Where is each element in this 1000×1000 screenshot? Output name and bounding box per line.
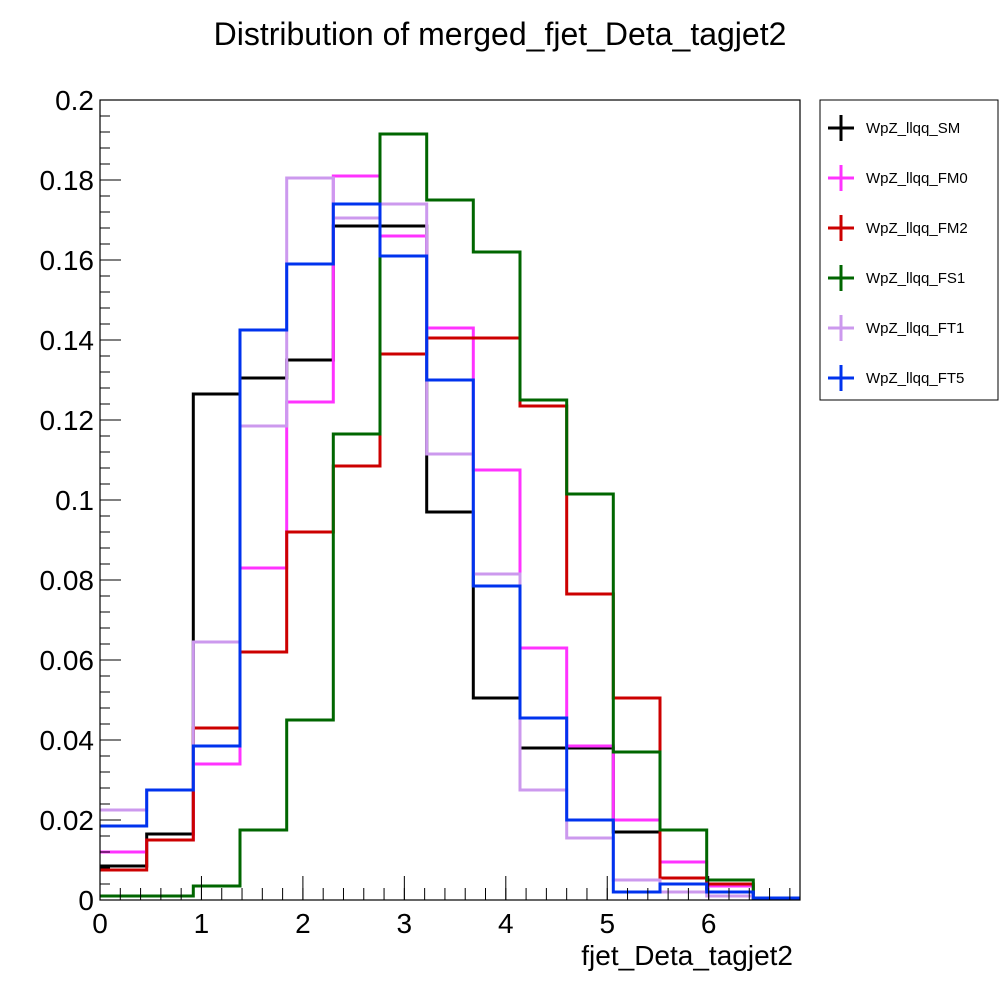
legend: WpZ_llqq_SM WpZ_llqq_FM0 WpZ_llqq_FM2 WpZ_l…	[819, 99, 999, 401]
y-tick-label: 0.06	[40, 645, 95, 676]
chart-title: Distribution of merged_fjet_Deta_tagjet2	[214, 16, 787, 52]
series-layer	[100, 132, 800, 900]
x-tick-label: 5	[599, 908, 615, 939]
y-tick-label: 0.04	[40, 725, 95, 756]
x-tick-label: 1	[194, 908, 210, 939]
y-tick-label: 0.12	[40, 405, 95, 436]
y-tick-label: 0.2	[55, 85, 94, 116]
legend-label: WpZ_llqq_FS1	[866, 270, 965, 287]
x-tick-label: 2	[295, 908, 311, 939]
legend-box	[819, 99, 999, 401]
y-tick-label: 0.18	[40, 165, 95, 196]
y-tick-label: 0.14	[40, 325, 95, 356]
x-tick-label: 0	[92, 908, 108, 939]
series-2-line	[100, 174, 800, 900]
legend-label: WpZ_llqq_FM0	[866, 170, 968, 187]
series-5-line	[100, 176, 800, 900]
series-3-line	[100, 336, 800, 900]
axis-ticks: 0 0.02 0.04 0.06 0.08 0.1 0.12 0.14 0.16 0.18 0.2 0…	[40, 85, 791, 939]
y-tick-label: 0	[78, 885, 94, 916]
legend-label: WpZ_llqq_SM	[866, 120, 960, 137]
legend-label: WpZ_llqq_FT1	[866, 320, 964, 337]
legend-label: WpZ_llqq_FM2	[866, 220, 968, 237]
y-tick-label: 0.08	[40, 565, 95, 596]
y-tick-label: 0.16	[40, 245, 95, 276]
x-tick-label: 4	[498, 908, 514, 939]
plot-frame	[99, 99, 801, 901]
x-tick-label: 3	[397, 908, 413, 939]
x-axis-label: fjet_Deta_tagjet2	[581, 940, 793, 971]
y-tick-label: 0.02	[40, 805, 95, 836]
series-4-line	[100, 132, 800, 900]
x-tick-label: 6	[701, 908, 717, 939]
legend-label: WpZ_llqq_FT5	[866, 370, 964, 387]
series-6-line	[100, 202, 800, 900]
y-tick-label: 0.1	[55, 485, 94, 516]
